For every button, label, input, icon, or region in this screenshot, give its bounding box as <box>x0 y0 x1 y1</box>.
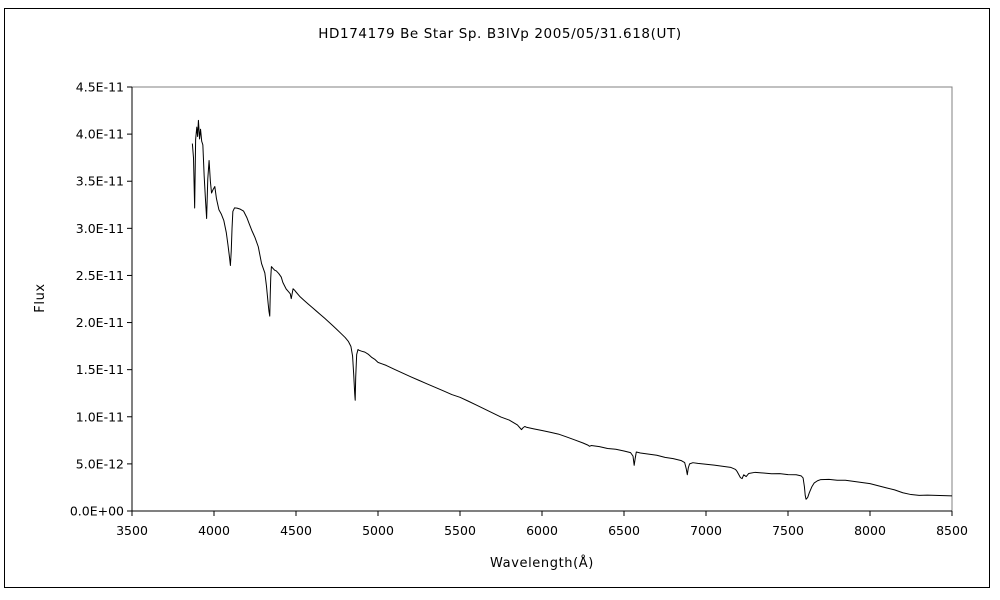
x-tick-label: 5000 <box>362 523 394 538</box>
x-axis: 3500 4000 4500 5000 5500 6000 6500 7000 7500 8000… <box>116 510 968 538</box>
series-layer <box>191 119 953 500</box>
y-tick-label: 1.0E-11 <box>76 409 124 424</box>
chart-title: HD174179 Be Star Sp. B3IVp 2005/05/31.61… <box>318 26 681 42</box>
y-tick-label: 4.0E-11 <box>76 127 124 142</box>
y-tick-label: 4.5E-11 <box>76 80 124 95</box>
x-tick-label: 7000 <box>690 523 722 538</box>
x-tick-label: 8000 <box>854 523 886 538</box>
spectrum-line <box>191 119 953 500</box>
x-tick-label: 5500 <box>444 523 476 538</box>
y-tick-label: 3.0E-11 <box>76 221 124 236</box>
y-tick-label: 5.0E-12 <box>76 456 124 471</box>
y-tick-label: 2.0E-11 <box>76 315 124 330</box>
y-tick-label: 3.5E-11 <box>76 174 124 189</box>
y-tick-label: 0.0E+00 <box>70 504 124 519</box>
x-tick-label: 4500 <box>280 523 312 538</box>
x-tick-label: 6000 <box>526 523 558 538</box>
x-tick-label: 4000 <box>198 523 230 538</box>
plot-area <box>131 86 953 512</box>
y-axis-title: Flux <box>33 283 48 312</box>
y-tick-label: 1.5E-11 <box>76 362 124 377</box>
x-axis-title: Wavelength(Å) <box>490 555 594 571</box>
x-tick-label: 7500 <box>772 523 804 538</box>
x-tick-label: 6500 <box>608 523 640 538</box>
x-tick-label: 8500 <box>936 523 968 538</box>
y-axis: 0.0E+00 5.0E-12 1.0E-11 1.5E-11 2.0E-11 2.5E-… <box>70 80 133 519</box>
x-tick-label: 3500 <box>116 523 148 538</box>
y-tick-label: 2.5E-11 <box>76 268 124 283</box>
